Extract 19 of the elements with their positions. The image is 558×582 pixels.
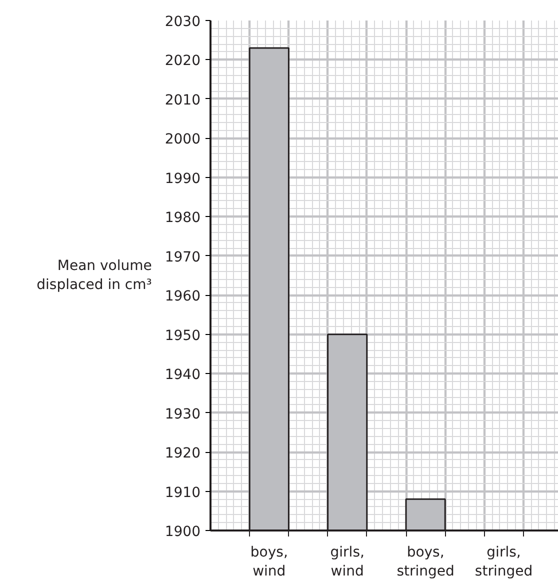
y-tick-label: 1960 [164, 288, 201, 305]
x-tick-label: boys, stringed [396, 544, 454, 580]
y-tick-label: 2010 [164, 92, 201, 108]
y-tick-label: 1920 [164, 446, 201, 462]
x-tick-label: girls, stringed [474, 544, 533, 580]
y-tick-label: 1950 [164, 328, 201, 344]
x-tick-label: boys, wind [250, 544, 288, 580]
y-tick-label: 1940 [164, 367, 201, 384]
y-tick-label: 1910 [164, 484, 201, 501]
y-tick-label: 2000 [164, 132, 201, 148]
y-tick-label: 1990 [164, 170, 201, 187]
y-tick-label: 1900 [164, 524, 201, 540]
y-tick-label: 2020 [164, 53, 201, 70]
y-tick-label: 1970 [164, 249, 201, 266]
y-tick-label: 2030 [164, 14, 201, 30]
x-tick-label: girls, wind [330, 544, 364, 580]
y-tick-label: 1930 [164, 406, 201, 422]
y-axis-title: Mean volume displaced in cm³ [36, 258, 152, 294]
y-tick-label: 1980 [164, 210, 201, 226]
